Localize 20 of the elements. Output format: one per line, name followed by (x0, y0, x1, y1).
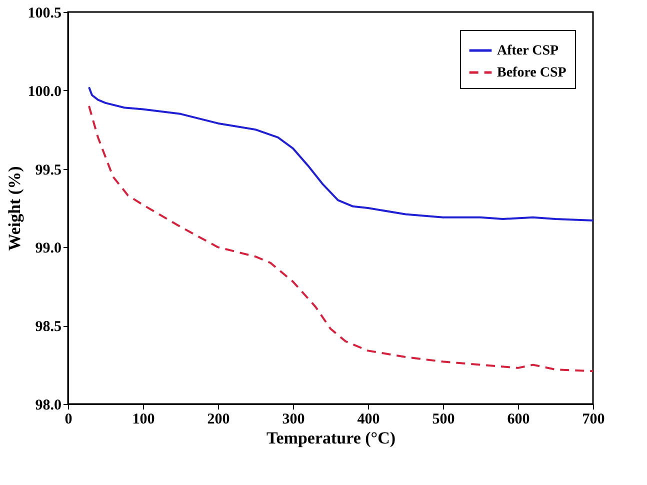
line-series (88, 105, 594, 372)
y-tick-label: 99.0 (35, 240, 62, 257)
legend-label: After CSP (497, 44, 560, 58)
y-tick-label: 100.0 (28, 84, 62, 100)
y-axis-title: Weight (%) (4, 166, 24, 251)
line-series (88, 86, 594, 222)
x-tick-label: 300 (282, 412, 305, 428)
x-tick-label: 400 (357, 412, 380, 428)
x-tick-label: 100 (132, 412, 155, 428)
x-tick-label: 600 (507, 412, 530, 428)
x-tick-label: 200 (207, 412, 230, 428)
y-tick-label: 100.5 (28, 6, 62, 22)
y-tick-label: 99.5 (35, 162, 62, 178)
x-tick-label: 700 (582, 412, 605, 428)
y-tick-label: 98.5 (35, 319, 62, 336)
x-axis-title: Temperature (°C) (266, 428, 396, 448)
legend-label: Before CSP (497, 66, 567, 80)
x-tick-label: 500 (432, 412, 455, 428)
x-tick-label: 0 (64, 412, 72, 428)
y-tick-label: 98.0 (35, 398, 62, 414)
